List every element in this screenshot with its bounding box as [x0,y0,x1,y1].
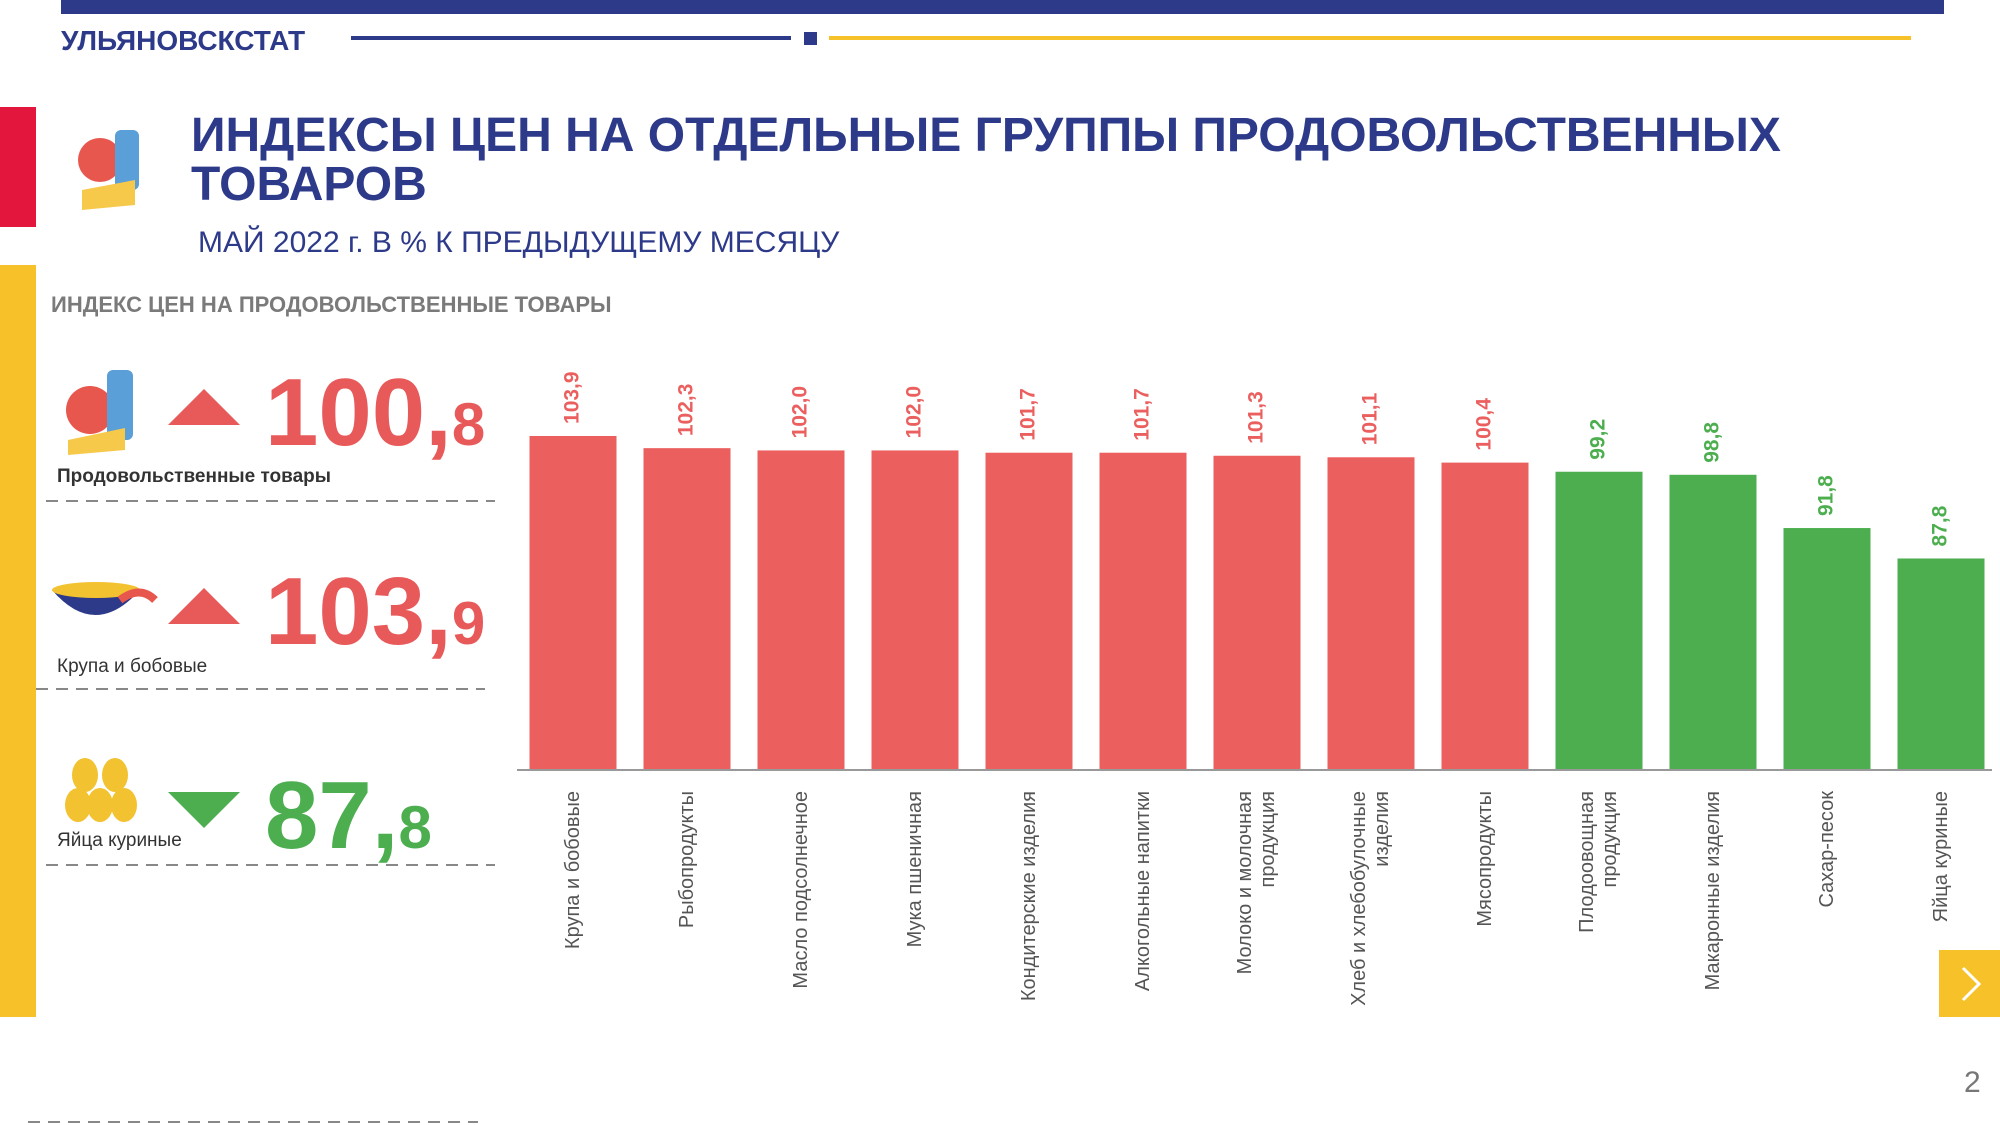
value-label: 102,0 [903,386,926,439]
food-icon [66,370,133,455]
title: ИНДЕКСЫ ЦЕН НА ОТДЕЛЬНЫЕ ГРУППЫ ПРОДОВОЛ… [191,109,1781,162]
eggs-icon [65,758,137,822]
bar [1897,558,1985,770]
value-label: 91,8 [1815,475,1838,516]
panel-title: ИНДЕКС ЦЕН НА ПРОДОВОЛЬСТВЕННЫЕ ТОВАРЫ [51,292,612,317]
x-tick-label: Мука пшеничная [903,791,926,948]
value-label: 87,8 [1929,505,1952,546]
x-tick-label: Сахар-песок [1815,791,1838,908]
x-tick-label: Плодоовощная продукция [1576,791,1621,933]
top-bar [61,0,1944,14]
bar [871,450,959,770]
bar [529,435,617,770]
grain-icon [52,582,158,615]
value-label: 103,9 [561,371,584,424]
bar [1669,474,1757,770]
bar [985,452,1073,770]
bar [643,448,731,770]
value-label: 102,3 [675,384,698,437]
label: Крупа и бобовые [57,656,207,677]
value-label: 101,1 [1359,392,1382,445]
value-label: 98,8 [1701,422,1724,463]
arrow [1961,966,1982,1002]
bar [1213,455,1301,770]
x-tick-label: Хлеб и хлебобулочные изделия [1348,791,1393,1006]
bar [1327,457,1415,770]
title: ТОВАРОВ [191,158,427,211]
x-tick-label: Молоко и молочная продукция [1234,791,1279,975]
accent-bar [0,107,36,227]
x-tick-label: Рыбопродукты [675,791,698,929]
food-icon [78,130,139,210]
agency: УЛЬЯНОВСКСТАТ [61,25,305,56]
label: Продовольственные товары [57,466,331,487]
value-label: 102,0 [789,386,812,439]
value-label: 100,4 [1473,398,1496,451]
next-slide-button[interactable] [1939,950,2000,1017]
value-label: 101,7 [1131,388,1154,441]
x-tick-label: Алкогольные напитки [1131,791,1154,992]
index-value: 103,9 [265,558,485,665]
page-number: 2 [1964,1066,1981,1099]
bar [1783,528,1871,770]
arrow-up [168,389,240,425]
index-value: 87,8 [265,762,432,869]
accent-bar [0,265,36,1017]
index-value: 100,8 [265,359,485,466]
bar [1099,452,1187,770]
subtitle: МАЙ 2022 г. В % К ПРЕДЫДУЩЕМУ МЕСЯЦУ [198,225,840,259]
x-tick-label: Яйца куриные [1929,791,1952,923]
value-label: 99,2 [1587,419,1610,460]
x-tick-label: Крупа и бобовые [561,791,584,950]
bar [1441,462,1529,770]
bar [1555,471,1643,770]
arrow-up [168,588,240,624]
value-label: 101,3 [1245,391,1268,444]
x-tick-label: Кондитерские изделия [1017,791,1040,1002]
x-tick-label: Макаронные изделия [1701,791,1724,991]
label: Яйца куриные [57,830,182,851]
x-tick-label: Масло подсолнечное [789,791,812,989]
arrow-down [168,792,240,828]
rule-square [804,32,817,45]
value-label: 101,7 [1017,388,1040,441]
x-tick-label: Мясопродукты [1473,791,1496,927]
bar [757,450,845,770]
